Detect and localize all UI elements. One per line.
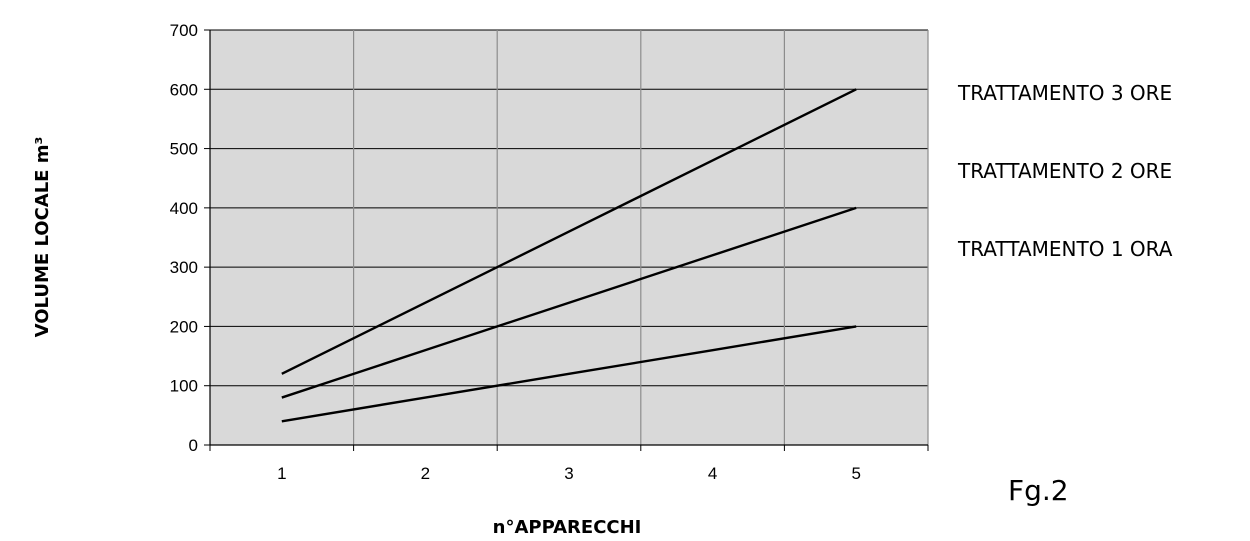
y-tick-label: 200	[170, 317, 198, 336]
y-tick-label: 300	[170, 258, 198, 277]
y-tick-label: 400	[170, 199, 198, 218]
series-line	[281, 88, 857, 375]
series-line	[281, 206, 857, 399]
legend-entry: TRATTAMENTO 2 ORE	[957, 159, 1172, 183]
grid-lines	[210, 29, 929, 445]
legend-entry: TRATTAMENTO 1 ORA	[957, 237, 1173, 261]
x-axis-title: n°APPAREC­CHI	[493, 517, 642, 538]
x-tick-label: 4	[708, 464, 717, 483]
x-tick-label: 2	[421, 464, 430, 483]
plot-area	[210, 30, 928, 445]
y-tick-label: 100	[170, 377, 198, 396]
series-lines	[281, 88, 857, 423]
x-tick-label: 1	[277, 464, 286, 483]
series-line	[281, 325, 857, 423]
y-axis-title: VOLUME LOCALE m³	[32, 137, 53, 338]
legend: TRATTAMENTO 3 ORE TRATTAMENTO 2 ORE TRATTA…	[957, 81, 1173, 261]
figure-label: Fg.2	[1008, 474, 1069, 507]
y-tick-label: 600	[170, 80, 198, 99]
y-tick-label: 500	[170, 140, 198, 159]
axes	[204, 29, 929, 451]
y-tick-label: 700	[170, 21, 198, 40]
x-tick-labels: 1 2 3 4 5	[277, 464, 861, 483]
x-tick-label: 5	[851, 464, 860, 483]
x-tick-label: 3	[564, 464, 573, 483]
y-tick-label: 0	[189, 436, 198, 455]
legend-entry: TRATTAMENTO 3 ORE	[957, 81, 1172, 105]
y-tick-labels: 0 100 200 300 400 500 600 700	[170, 21, 198, 455]
